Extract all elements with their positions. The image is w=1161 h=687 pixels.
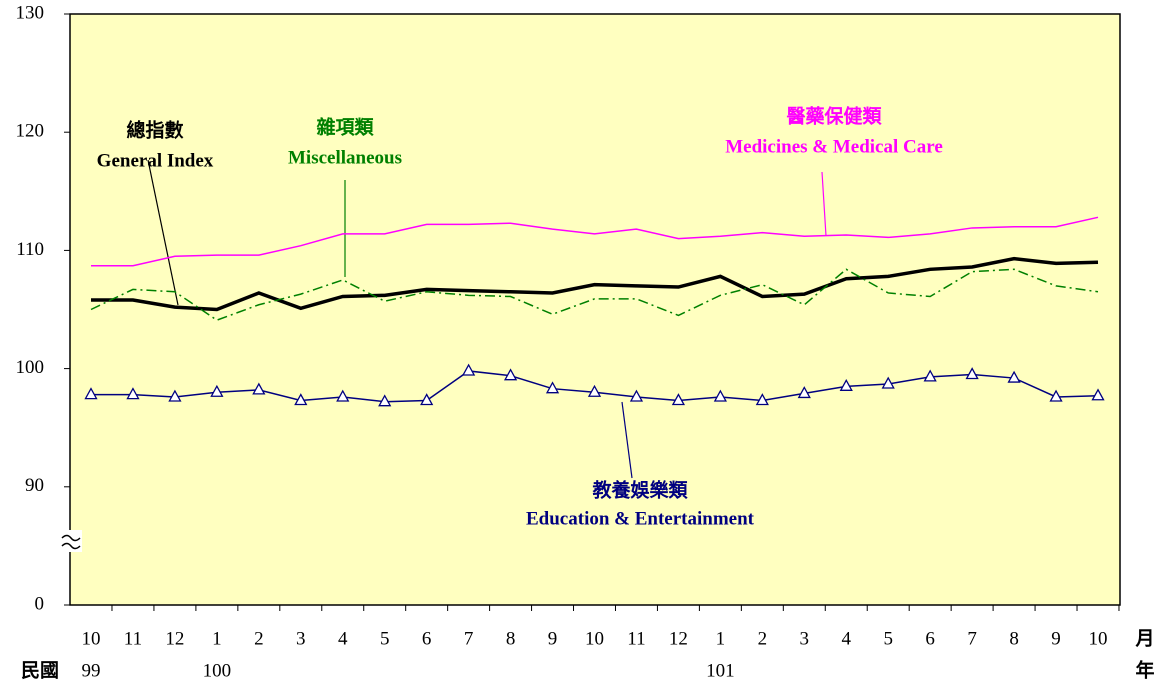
- month-unit: 月: [1134, 628, 1154, 649]
- legend-label: Miscellaneous: [288, 147, 402, 168]
- x-tick-label: 10: [585, 628, 604, 649]
- axis-break: [60, 530, 82, 552]
- marker: [629, 389, 644, 402]
- x-tick-label: 4: [338, 628, 348, 649]
- x-tick-label: 12: [165, 628, 184, 649]
- marker: [503, 368, 518, 381]
- marker: [378, 394, 392, 407]
- marker: [1007, 370, 1021, 383]
- x-tick-label: 2: [758, 628, 768, 649]
- x-tick-label: 7: [967, 628, 977, 649]
- marker: [168, 389, 182, 402]
- x-tick-label: 9: [548, 628, 558, 649]
- legend-label: Education & Entertainment: [526, 508, 755, 529]
- series-line: [91, 256, 1099, 312]
- x-tick-label: 7: [464, 628, 474, 649]
- marker: [336, 389, 350, 402]
- legend-label-zh: 雜項類: [316, 115, 374, 138]
- marker: [210, 384, 224, 397]
- marker: [545, 381, 560, 394]
- x-tick-label: 6: [925, 628, 935, 649]
- x-tick-label: 2: [254, 628, 264, 649]
- legend-label: General Index: [97, 150, 214, 171]
- leader-line: [147, 159, 179, 306]
- marker: [755, 393, 769, 406]
- legend-label-zh: 醫藥保健類: [786, 104, 882, 127]
- series-line: [91, 216, 1099, 267]
- marker: [1091, 388, 1105, 401]
- marker: [881, 376, 895, 389]
- legend-label-zh: 總指數: [126, 118, 183, 141]
- marker: [462, 363, 476, 376]
- leader-line: [821, 171, 827, 237]
- x-tick-label: 11: [627, 628, 645, 649]
- x-tick-label: 6: [422, 628, 432, 649]
- legend-label: Medicines & Medical Care: [725, 136, 943, 157]
- x-tick-label: 11: [124, 628, 142, 649]
- marker: [84, 387, 98, 400]
- y-tick-label: 90: [25, 475, 44, 496]
- x-tick-label: 9: [1051, 628, 1061, 649]
- y-tick-label: 100: [16, 357, 45, 378]
- x-tick-label: 10: [82, 628, 101, 649]
- marker: [1049, 389, 1063, 402]
- marker: [923, 369, 937, 382]
- marker: [797, 386, 811, 399]
- year-label: 101: [706, 660, 735, 681]
- marker: [965, 367, 979, 380]
- marker: [126, 387, 140, 400]
- year-unit: 年: [1135, 658, 1154, 681]
- marker: [839, 378, 853, 391]
- x-tick-label: 12: [669, 628, 688, 649]
- year-label: 100: [203, 660, 232, 681]
- y-tick-label: 0: [35, 593, 45, 614]
- y-tick-label: 110: [16, 239, 44, 260]
- x-tick-label: 3: [800, 628, 810, 649]
- series-line: [90, 268, 1099, 321]
- x-tick-label: 8: [1009, 628, 1019, 649]
- x-tick-label: 4: [842, 628, 852, 649]
- x-tick-label: 3: [296, 628, 306, 649]
- marker: [671, 393, 686, 406]
- y-tick-label: 120: [16, 121, 45, 142]
- x-tick-label: 10: [1089, 628, 1108, 649]
- marker: [713, 389, 727, 402]
- x-tick-label: 1: [212, 628, 222, 649]
- marker: [294, 393, 308, 406]
- y-tick-label: 130: [16, 2, 45, 23]
- era-label: 民國: [21, 659, 59, 681]
- marker: [420, 393, 434, 406]
- x-tick-label: 8: [506, 628, 516, 649]
- marker: [587, 384, 602, 397]
- legend-label-zh: 教養娛樂類: [592, 478, 688, 501]
- marker: [252, 382, 266, 395]
- x-tick-label: 5: [380, 628, 390, 649]
- x-tick-label: 5: [883, 628, 893, 649]
- year-label: 99: [82, 660, 101, 681]
- x-tick-label: 1: [716, 628, 726, 649]
- leader-line: [621, 401, 633, 479]
